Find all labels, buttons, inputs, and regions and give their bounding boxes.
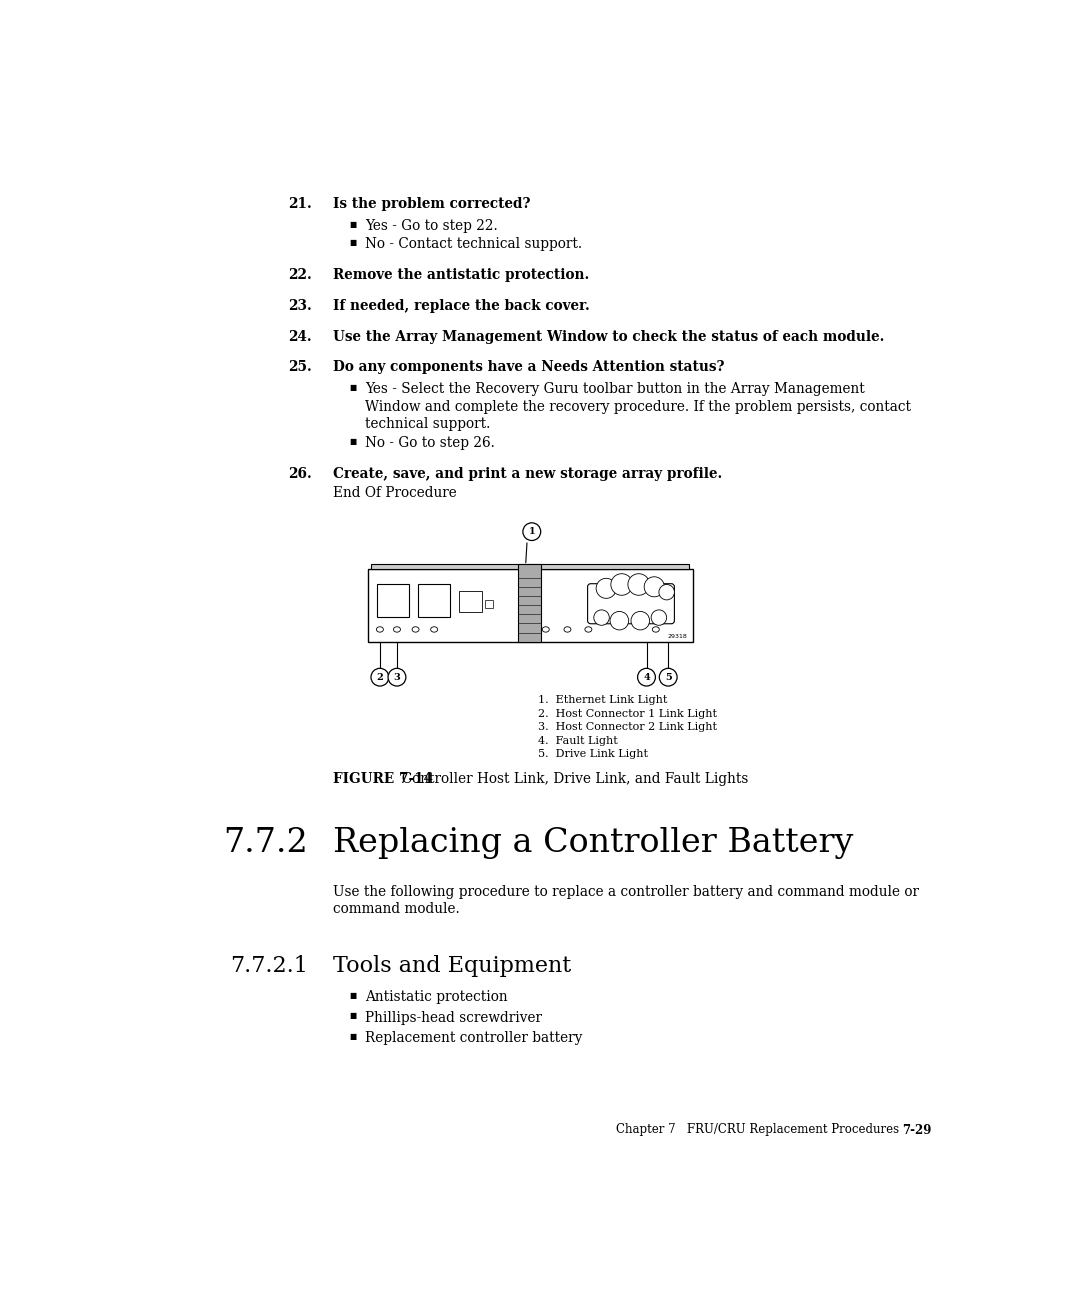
Text: No - Go to step 26.: No - Go to step 26. [365, 435, 495, 450]
Text: 7.7.2: 7.7.2 [224, 827, 308, 859]
Text: 23.: 23. [288, 299, 312, 312]
Text: ■: ■ [350, 238, 356, 248]
Circle shape [610, 612, 629, 630]
Text: 5.  Drive Link Light: 5. Drive Link Light [538, 749, 648, 759]
Text: ■: ■ [350, 1011, 356, 1020]
Text: Use the following procedure to replace a controller battery and command module o: Use the following procedure to replace a… [333, 885, 919, 899]
Text: 21.: 21. [288, 197, 312, 211]
Circle shape [611, 574, 633, 595]
Text: ■: ■ [350, 437, 356, 446]
Bar [377, 584, 409, 617]
Text: Is the problem corrected?: Is the problem corrected? [333, 197, 530, 211]
Text: 7-29: 7-29 [902, 1124, 932, 1137]
Text: 5: 5 [665, 673, 672, 682]
Circle shape [651, 610, 666, 625]
Text: 2: 2 [377, 673, 383, 682]
Text: Use the Array Management Window to check the status of each module.: Use the Array Management Window to check… [333, 329, 885, 343]
Text: ■: ■ [350, 1032, 356, 1041]
Text: Antistatic protection: Antistatic protection [365, 990, 508, 1004]
Text: Controller Host Link, Drive Link, and Fault Lights: Controller Host Link, Drive Link, and Fa… [393, 772, 748, 785]
Text: 1: 1 [528, 527, 535, 537]
Text: No - Contact technical support.: No - Contact technical support. [365, 237, 582, 251]
Bar [485, 600, 494, 608]
Text: 29318: 29318 [667, 634, 687, 639]
Text: Yes - Go to step 22.: Yes - Go to step 22. [365, 219, 498, 233]
Circle shape [659, 584, 674, 600]
Text: Do any components have a Needs Attention status?: Do any components have a Needs Attention… [333, 360, 724, 375]
Text: 4: 4 [643, 673, 650, 682]
Circle shape [523, 522, 541, 540]
Circle shape [644, 577, 664, 596]
Ellipse shape [431, 627, 437, 632]
Circle shape [388, 669, 406, 686]
Circle shape [627, 574, 649, 595]
Text: 1.  Ethernet Link Light: 1. Ethernet Link Light [538, 695, 667, 705]
Ellipse shape [413, 627, 419, 632]
Text: Replacement controller battery: Replacement controller battery [365, 1032, 582, 1045]
Text: If needed, replace the back cover.: If needed, replace the back cover. [333, 299, 590, 312]
Text: Window and complete the recovery procedure. If the problem persists, contact: Window and complete the recovery procedu… [365, 399, 912, 413]
Text: Remove the antistatic protection.: Remove the antistatic protection. [333, 268, 589, 283]
Text: Tools and Equipment: Tools and Equipment [333, 955, 571, 977]
Text: FIGURE 7-14: FIGURE 7-14 [333, 772, 433, 785]
Text: Yes - Select the Recovery Guru toolbar button in the Array Management: Yes - Select the Recovery Guru toolbar b… [365, 382, 865, 397]
Text: 24.: 24. [288, 329, 312, 343]
Text: 3.  Host Connector 2 Link Light: 3. Host Connector 2 Link Light [538, 722, 717, 732]
Bar [418, 584, 450, 617]
Circle shape [659, 669, 677, 686]
Text: Phillips-head screwdriver: Phillips-head screwdriver [365, 1011, 542, 1025]
Ellipse shape [585, 627, 592, 632]
Text: command module.: command module. [333, 902, 459, 916]
Text: Create, save, and print a new storage array profile.: Create, save, and print a new storage ar… [333, 467, 721, 481]
Text: 3: 3 [393, 673, 401, 682]
Text: Replacing a Controller Battery: Replacing a Controller Battery [333, 827, 853, 859]
Text: Chapter 7   FRU/CRU Replacement Procedures: Chapter 7 FRU/CRU Replacement Procedures [616, 1124, 899, 1137]
Ellipse shape [542, 627, 550, 632]
Circle shape [631, 612, 649, 630]
Bar [372, 564, 689, 569]
Text: technical support.: technical support. [365, 417, 490, 432]
Bar [367, 569, 693, 642]
Text: End Of Procedure: End Of Procedure [333, 486, 457, 500]
Text: 26.: 26. [288, 467, 312, 481]
Text: 7.7.2.1: 7.7.2.1 [230, 955, 308, 977]
Ellipse shape [377, 627, 383, 632]
Circle shape [372, 669, 389, 686]
FancyBboxPatch shape [588, 583, 674, 623]
Text: 25.: 25. [288, 360, 312, 375]
Circle shape [596, 578, 617, 599]
Text: 2.  Host Connector 1 Link Light: 2. Host Connector 1 Link Light [538, 709, 717, 719]
Text: ■: ■ [350, 384, 356, 393]
Text: ■: ■ [350, 991, 356, 1001]
Circle shape [594, 610, 609, 625]
Text: 22.: 22. [288, 268, 312, 283]
Text: 4.  Fault Light: 4. Fault Light [538, 736, 618, 745]
Circle shape [637, 669, 656, 686]
Bar [517, 564, 541, 642]
Ellipse shape [564, 627, 571, 632]
Bar [459, 591, 482, 612]
Ellipse shape [393, 627, 401, 632]
Ellipse shape [652, 627, 659, 632]
Text: ■: ■ [350, 220, 356, 229]
